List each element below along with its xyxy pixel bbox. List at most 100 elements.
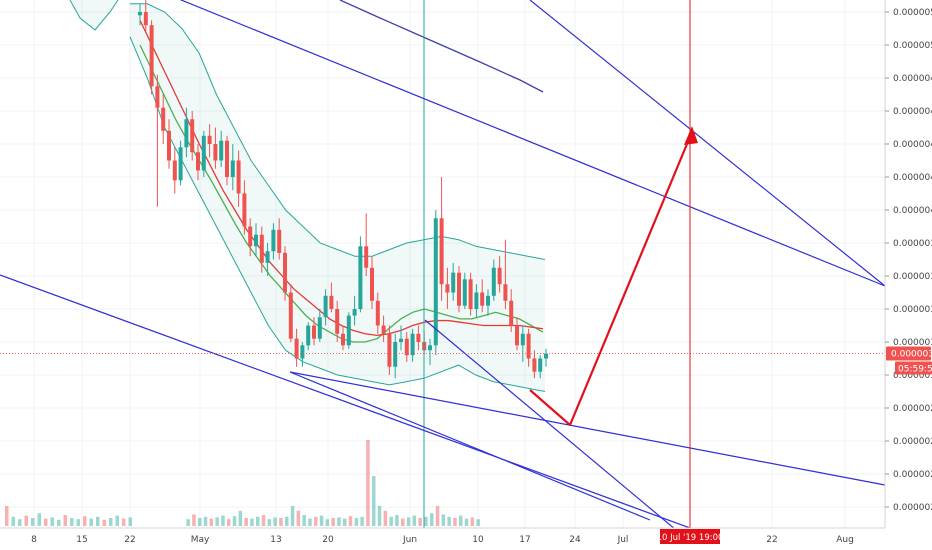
- time-tick-label: 8: [31, 535, 37, 545]
- volume-bar: [44, 518, 48, 526]
- time-tick-label: 22: [766, 535, 777, 545]
- trendline: [424, 319, 701, 550]
- candle-body: [213, 144, 218, 161]
- time-tick-label: 22: [124, 535, 135, 545]
- price-axis-bg: [885, 0, 932, 550]
- volume-bar: [401, 518, 405, 526]
- candle-body: [404, 338, 409, 356]
- candle-body: [167, 130, 171, 161]
- candle-body: [381, 325, 386, 334]
- volume-bar: [459, 515, 463, 526]
- last-price-label: 0.00000313: [891, 350, 932, 360]
- candle-body: [259, 234, 264, 263]
- candle-body: [242, 193, 247, 227]
- volume-bar: [96, 516, 100, 526]
- cursor: [0, 0, 885, 528]
- candle-body: [254, 234, 258, 247]
- volume-bar: [238, 510, 243, 526]
- volume-bar: [476, 519, 480, 526]
- time-tick-label: 13: [270, 535, 281, 545]
- candle-body: [219, 140, 224, 161]
- volume-bar: [102, 519, 106, 526]
- volume-bar: [250, 518, 254, 526]
- time-axis[interactable]: 81522May1320Jun101724Jul1522Aug10 Jul '1…: [0, 527, 885, 550]
- candle-body: [358, 246, 363, 309]
- price-tick-label: 0.00000440: [893, 140, 932, 150]
- cursor-date-label-bg: [660, 529, 720, 544]
- volume-bar: [406, 517, 411, 526]
- candle-body: [399, 338, 403, 342]
- candle-body: [236, 160, 241, 194]
- candle-body: [283, 252, 287, 293]
- cursor-date-label: 10 Jul '19 19:00: [657, 533, 724, 543]
- last-price-label-bg: [886, 346, 931, 361]
- candle-body: [196, 152, 200, 171]
- time-tick-label: 17: [519, 535, 530, 545]
- volume-bar: [296, 510, 301, 526]
- time-tick-label: May: [191, 535, 210, 545]
- volume-bar: [366, 440, 370, 526]
- volume-bar: [232, 516, 237, 526]
- candle-body: [544, 353, 548, 359]
- volume-bar: [244, 518, 248, 526]
- candle-body: [346, 315, 351, 346]
- volume-bar: [372, 476, 376, 526]
- volume-bar: [31, 518, 35, 526]
- candle-body: [178, 147, 183, 181]
- volume-bar: [331, 518, 335, 526]
- ma-long-line: [339, 0, 544, 93]
- candle-body: [526, 333, 531, 359]
- price-axis[interactable]: 0.00000220 0.00000240 0.00000260 0.00000280…: [884, 0, 932, 550]
- candle-body: [532, 358, 537, 372]
- band-lower: [129, 36, 546, 392]
- price-tick-label: 0.00000420: [893, 173, 932, 183]
- candle-body: [515, 325, 519, 346]
- volume-bar: [470, 517, 475, 526]
- volume-bar: [267, 519, 272, 526]
- price-tick-label: 0.00000340: [893, 305, 932, 315]
- volume-bar: [464, 518, 469, 526]
- volume-bar: [83, 516, 87, 526]
- candle-body: [457, 272, 461, 306]
- candle-body: [161, 107, 166, 131]
- volume-bar: [412, 515, 417, 526]
- candle-body: [509, 300, 514, 326]
- candle-body: [329, 295, 334, 309]
- candle-body: [480, 292, 485, 306]
- price-tick-label: 0.00000500: [893, 41, 932, 51]
- candle-body: [375, 300, 380, 326]
- trendline: [0, 274, 751, 550]
- volume-bar: [285, 516, 289, 526]
- time-tick-label: 10: [472, 535, 484, 545]
- volume-bar: [89, 518, 93, 526]
- volume-bar: [389, 516, 393, 526]
- candle-body: [364, 246, 369, 268]
- volume-bar: [256, 516, 260, 526]
- volume-bar: [343, 518, 347, 526]
- candle-body: [225, 140, 229, 177]
- projection-arrow-line: [568, 131, 694, 426]
- volume-bar: [128, 517, 132, 526]
- volume-bar: [325, 519, 330, 526]
- volume-bar: [354, 518, 359, 526]
- volume-bar: [63, 515, 67, 526]
- candle-body: [491, 267, 496, 296]
- volume-bar: [18, 519, 22, 526]
- candle-body: [335, 309, 340, 334]
- volume-bar: [360, 516, 364, 526]
- volume-bar: [435, 506, 440, 526]
- trendline: [529, 0, 886, 287]
- candle-body: [317, 317, 322, 339]
- price-tick-label: 0.00000300: [893, 371, 932, 381]
- projection-arrow-head: [684, 126, 698, 145]
- volume-bar: [453, 518, 457, 526]
- candle-body: [277, 229, 282, 253]
- volume-bar: [5, 506, 9, 526]
- candle-body: [312, 325, 316, 339]
- volume-bar: [76, 519, 80, 526]
- volume-bar: [418, 518, 422, 526]
- candle-body: [155, 86, 160, 108]
- candle-body: [190, 119, 195, 153]
- volume-bar: [430, 513, 434, 526]
